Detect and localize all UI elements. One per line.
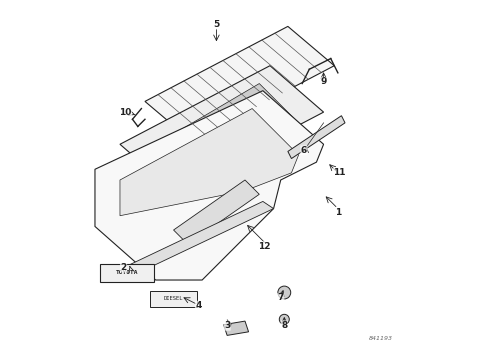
Text: 12: 12 (258, 242, 271, 251)
Circle shape (278, 286, 291, 299)
Polygon shape (95, 91, 323, 280)
Polygon shape (138, 84, 302, 198)
FancyBboxPatch shape (150, 291, 197, 307)
Text: 11: 11 (333, 168, 346, 177)
Text: 841193: 841193 (369, 337, 393, 342)
Text: 8: 8 (281, 321, 288, 330)
Text: 6: 6 (301, 146, 307, 155)
Polygon shape (120, 66, 323, 191)
Text: 5: 5 (213, 20, 220, 29)
Text: 4: 4 (196, 301, 202, 310)
Text: 9: 9 (320, 77, 327, 86)
Text: 1: 1 (335, 208, 341, 217)
Polygon shape (120, 202, 273, 276)
Polygon shape (288, 116, 345, 158)
Polygon shape (173, 180, 259, 244)
Polygon shape (145, 26, 334, 141)
Text: TOYOTA: TOYOTA (116, 270, 138, 275)
Text: 10: 10 (119, 108, 131, 117)
Circle shape (279, 314, 289, 324)
Text: 7: 7 (277, 293, 284, 302)
Text: 3: 3 (224, 321, 230, 330)
Text: 2: 2 (121, 263, 127, 272)
Polygon shape (120, 109, 298, 216)
Text: DIESEL: DIESEL (164, 296, 183, 301)
Polygon shape (223, 321, 248, 336)
FancyBboxPatch shape (100, 264, 154, 282)
